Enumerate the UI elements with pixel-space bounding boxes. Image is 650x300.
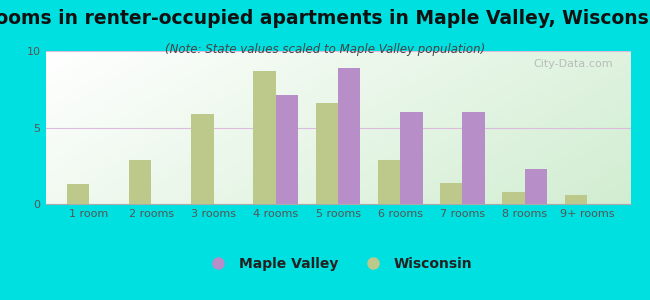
Bar xyxy=(400,112,422,204)
Text: (Note: State values scaled to Maple Valley population): (Note: State values scaled to Maple Vall… xyxy=(165,44,485,56)
Bar xyxy=(378,160,400,204)
Bar xyxy=(316,103,338,204)
Bar xyxy=(525,169,547,204)
Bar xyxy=(129,160,151,204)
Legend: Maple Valley, Wisconsin: Maple Valley, Wisconsin xyxy=(198,251,478,277)
Bar xyxy=(565,195,587,204)
Bar xyxy=(254,71,276,204)
Bar xyxy=(462,112,485,204)
Text: City-Data.com: City-Data.com xyxy=(533,59,613,69)
Bar xyxy=(338,68,360,204)
Bar xyxy=(276,95,298,204)
Bar xyxy=(67,184,89,204)
Bar xyxy=(440,183,462,204)
Bar xyxy=(502,192,525,204)
Bar xyxy=(191,114,214,204)
Text: Rooms in renter-occupied apartments in Maple Valley, Wisconsin: Rooms in renter-occupied apartments in M… xyxy=(0,9,650,28)
